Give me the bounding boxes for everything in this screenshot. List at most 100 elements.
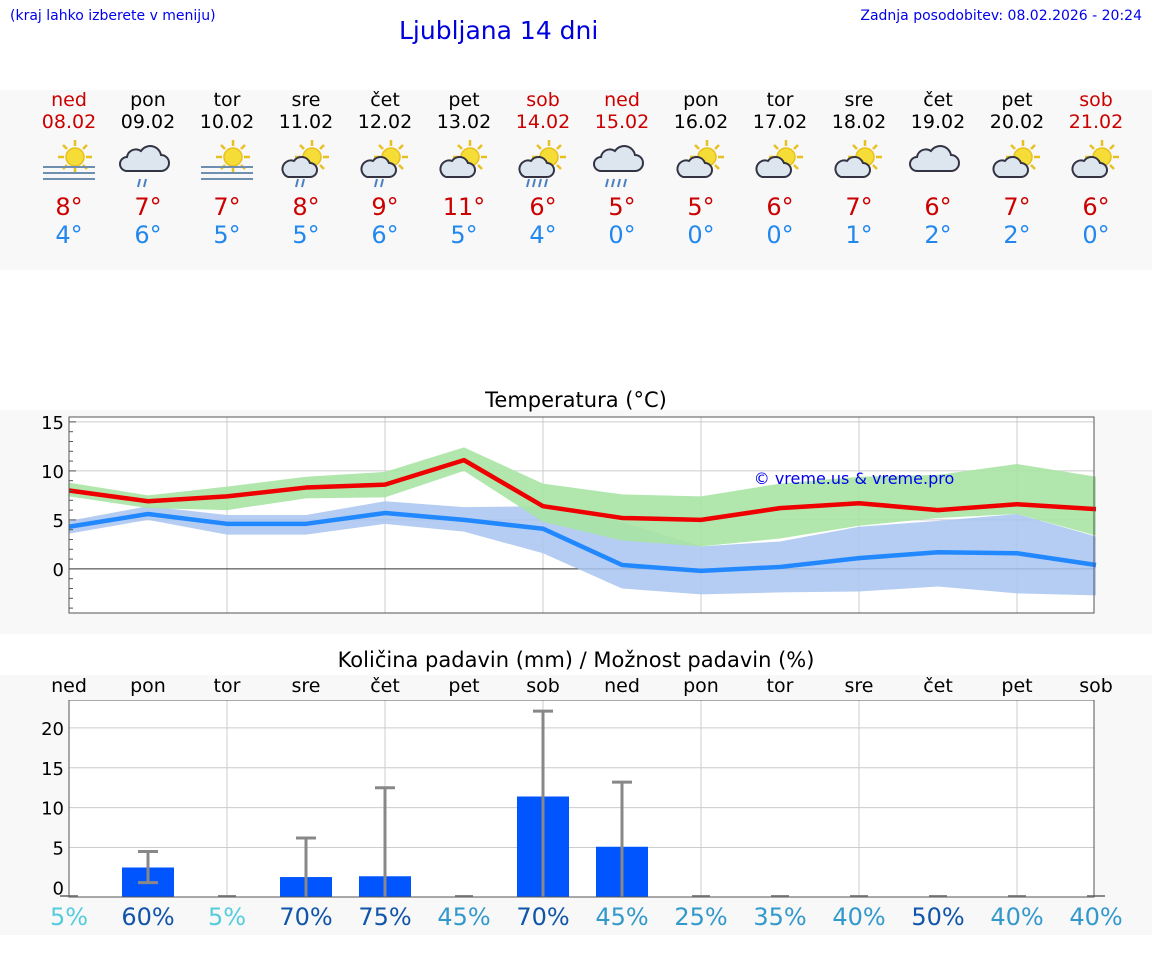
day-date: 10.02 (199, 111, 255, 133)
sun-cloud-icon (439, 140, 487, 178)
forecast-day: ned 15.02 5° 0° (583, 89, 662, 249)
max-temperature: 8° (292, 193, 320, 221)
min-temperature: 6° (371, 221, 399, 249)
forecast-day: sob 14.02 6° 4° (504, 89, 583, 249)
day-name: pet (1001, 89, 1033, 111)
day-date: 18.02 (831, 111, 887, 133)
max-temperature: 7° (845, 193, 873, 221)
plot-frame (68, 416, 1095, 614)
day-name: čet (923, 89, 953, 111)
day-date: 14.02 (515, 111, 571, 133)
max-temperature-line (68, 457, 1097, 523)
max-temperature: 7° (134, 193, 162, 221)
min-temperature: 5° (292, 221, 320, 249)
temperature-title: Temperatura (°C) (485, 388, 667, 412)
max-temperature: 7° (1003, 193, 1031, 221)
day-name: pet (448, 89, 480, 111)
forecast-day: sob 21.02 6° 0° (1057, 89, 1136, 249)
precip-day-label: pet (448, 675, 480, 697)
precipitation-probability: 50% (911, 903, 965, 931)
day-date: 08.02 (41, 111, 97, 133)
forecast-day: ned 08.02 8° 4° (30, 89, 109, 249)
day-date: 17.02 (752, 111, 808, 133)
day-date: 11.02 (278, 111, 334, 133)
day-name: čet (370, 89, 400, 111)
cloud-rain-icon (119, 145, 170, 188)
precip-day-label: tor (213, 675, 241, 697)
last-updated: Zadnja posodobitev: 08.02.2026 - 20:24 (860, 8, 1142, 24)
forecast-day: čet 12.02 9° 6° (346, 89, 425, 249)
min-temperature: 2° (1003, 221, 1031, 249)
sun-cloud-icon (1071, 140, 1119, 178)
day-name: pon (683, 89, 719, 111)
precipitation-probability: 70% (516, 903, 570, 931)
precip-day-label: ned (604, 675, 640, 697)
forecast-day: pet 13.02 11° 5° (425, 89, 504, 249)
precipitation-probability: 45% (437, 903, 491, 931)
precipitation-probability: 40% (832, 903, 886, 931)
day-name: ned (51, 89, 87, 111)
precipitation-probability: 5% (207, 903, 247, 931)
plot-area (69, 700, 1094, 897)
precip-day-label: čet (923, 675, 953, 697)
day-name: sob (1079, 89, 1113, 111)
min-temperature: 1° (845, 221, 873, 249)
max-temperature: 11° (442, 193, 486, 221)
forecast-day: tor 17.02 6° 0° (741, 89, 820, 249)
max-temperature: 7° (213, 193, 241, 221)
max-temperature: 6° (1082, 193, 1110, 221)
min-temperature: 2° (924, 221, 952, 249)
sun-cloud-rain-icon (360, 140, 408, 188)
min-temperature-line (68, 510, 1097, 574)
precipitation-probability: 35% (753, 903, 807, 931)
day-date: 19.02 (910, 111, 966, 133)
day-date: 21.02 (1068, 111, 1124, 133)
forecast-day: sre 18.02 7° 1° (820, 89, 899, 249)
y-tick-label: 15 (41, 759, 64, 780)
precip-day-label: sob (1079, 675, 1113, 697)
day-date: 12.02 (357, 111, 413, 133)
y-tick-label: 5 (53, 511, 64, 532)
min-temperature: 0° (766, 221, 794, 249)
page-title: Ljubljana 14 dni (399, 16, 599, 45)
day-name: tor (766, 89, 794, 111)
y-tick-label: 0 (53, 878, 64, 899)
forecast-day: pon 09.02 7° 6° (109, 89, 188, 249)
forecast-day: pon 16.02 5° 0° (662, 89, 741, 249)
precipitation-probability: 75% (358, 903, 412, 931)
min-temperature: 6° (134, 221, 162, 249)
precipitation-probability: 60% (121, 903, 175, 931)
precip-day-label: čet (370, 675, 400, 697)
y-tick-label: 15 (41, 413, 64, 434)
min-temperature: 5° (213, 221, 241, 249)
sun-fog-icon (201, 140, 253, 180)
y-tick-label: 10 (41, 462, 64, 483)
sun-fog-icon (43, 140, 95, 180)
sun-cloud-icon (676, 140, 724, 178)
location-hint: (kraj lahko izberete v meniju) (10, 8, 216, 24)
precip-day-label: sre (844, 675, 874, 697)
min-temperature: 0° (1082, 221, 1110, 249)
forecast-day: sre 11.02 8° 5° (267, 89, 346, 249)
y-tick-label: 20 (41, 719, 64, 740)
forecast-day: tor 10.02 7° 5° (188, 89, 267, 249)
min-temperature: 0° (687, 221, 715, 249)
precipitation-probability: 45% (595, 903, 649, 931)
y-tick-label: 0 (53, 560, 64, 581)
plot-frame (68, 700, 1095, 898)
max-temperature: 8° (55, 193, 83, 221)
day-name: sre (844, 89, 874, 111)
day-date: 09.02 (120, 111, 176, 133)
precipitation-probability: 5% (49, 903, 89, 931)
precip-day-label: pet (1001, 675, 1033, 697)
forecast-strip (0, 90, 1152, 270)
precip-day-label: pon (683, 675, 719, 697)
min-temperature: 5° (450, 221, 478, 249)
day-date: 15.02 (594, 111, 650, 133)
sun-cloud-icon (834, 140, 882, 178)
sun-cloud-icon (755, 140, 803, 178)
y-tick-label: 10 (41, 799, 64, 820)
precipitation-probability: 40% (1069, 903, 1123, 931)
cloud-icon (909, 145, 960, 172)
max-range-band (69, 447, 1096, 547)
